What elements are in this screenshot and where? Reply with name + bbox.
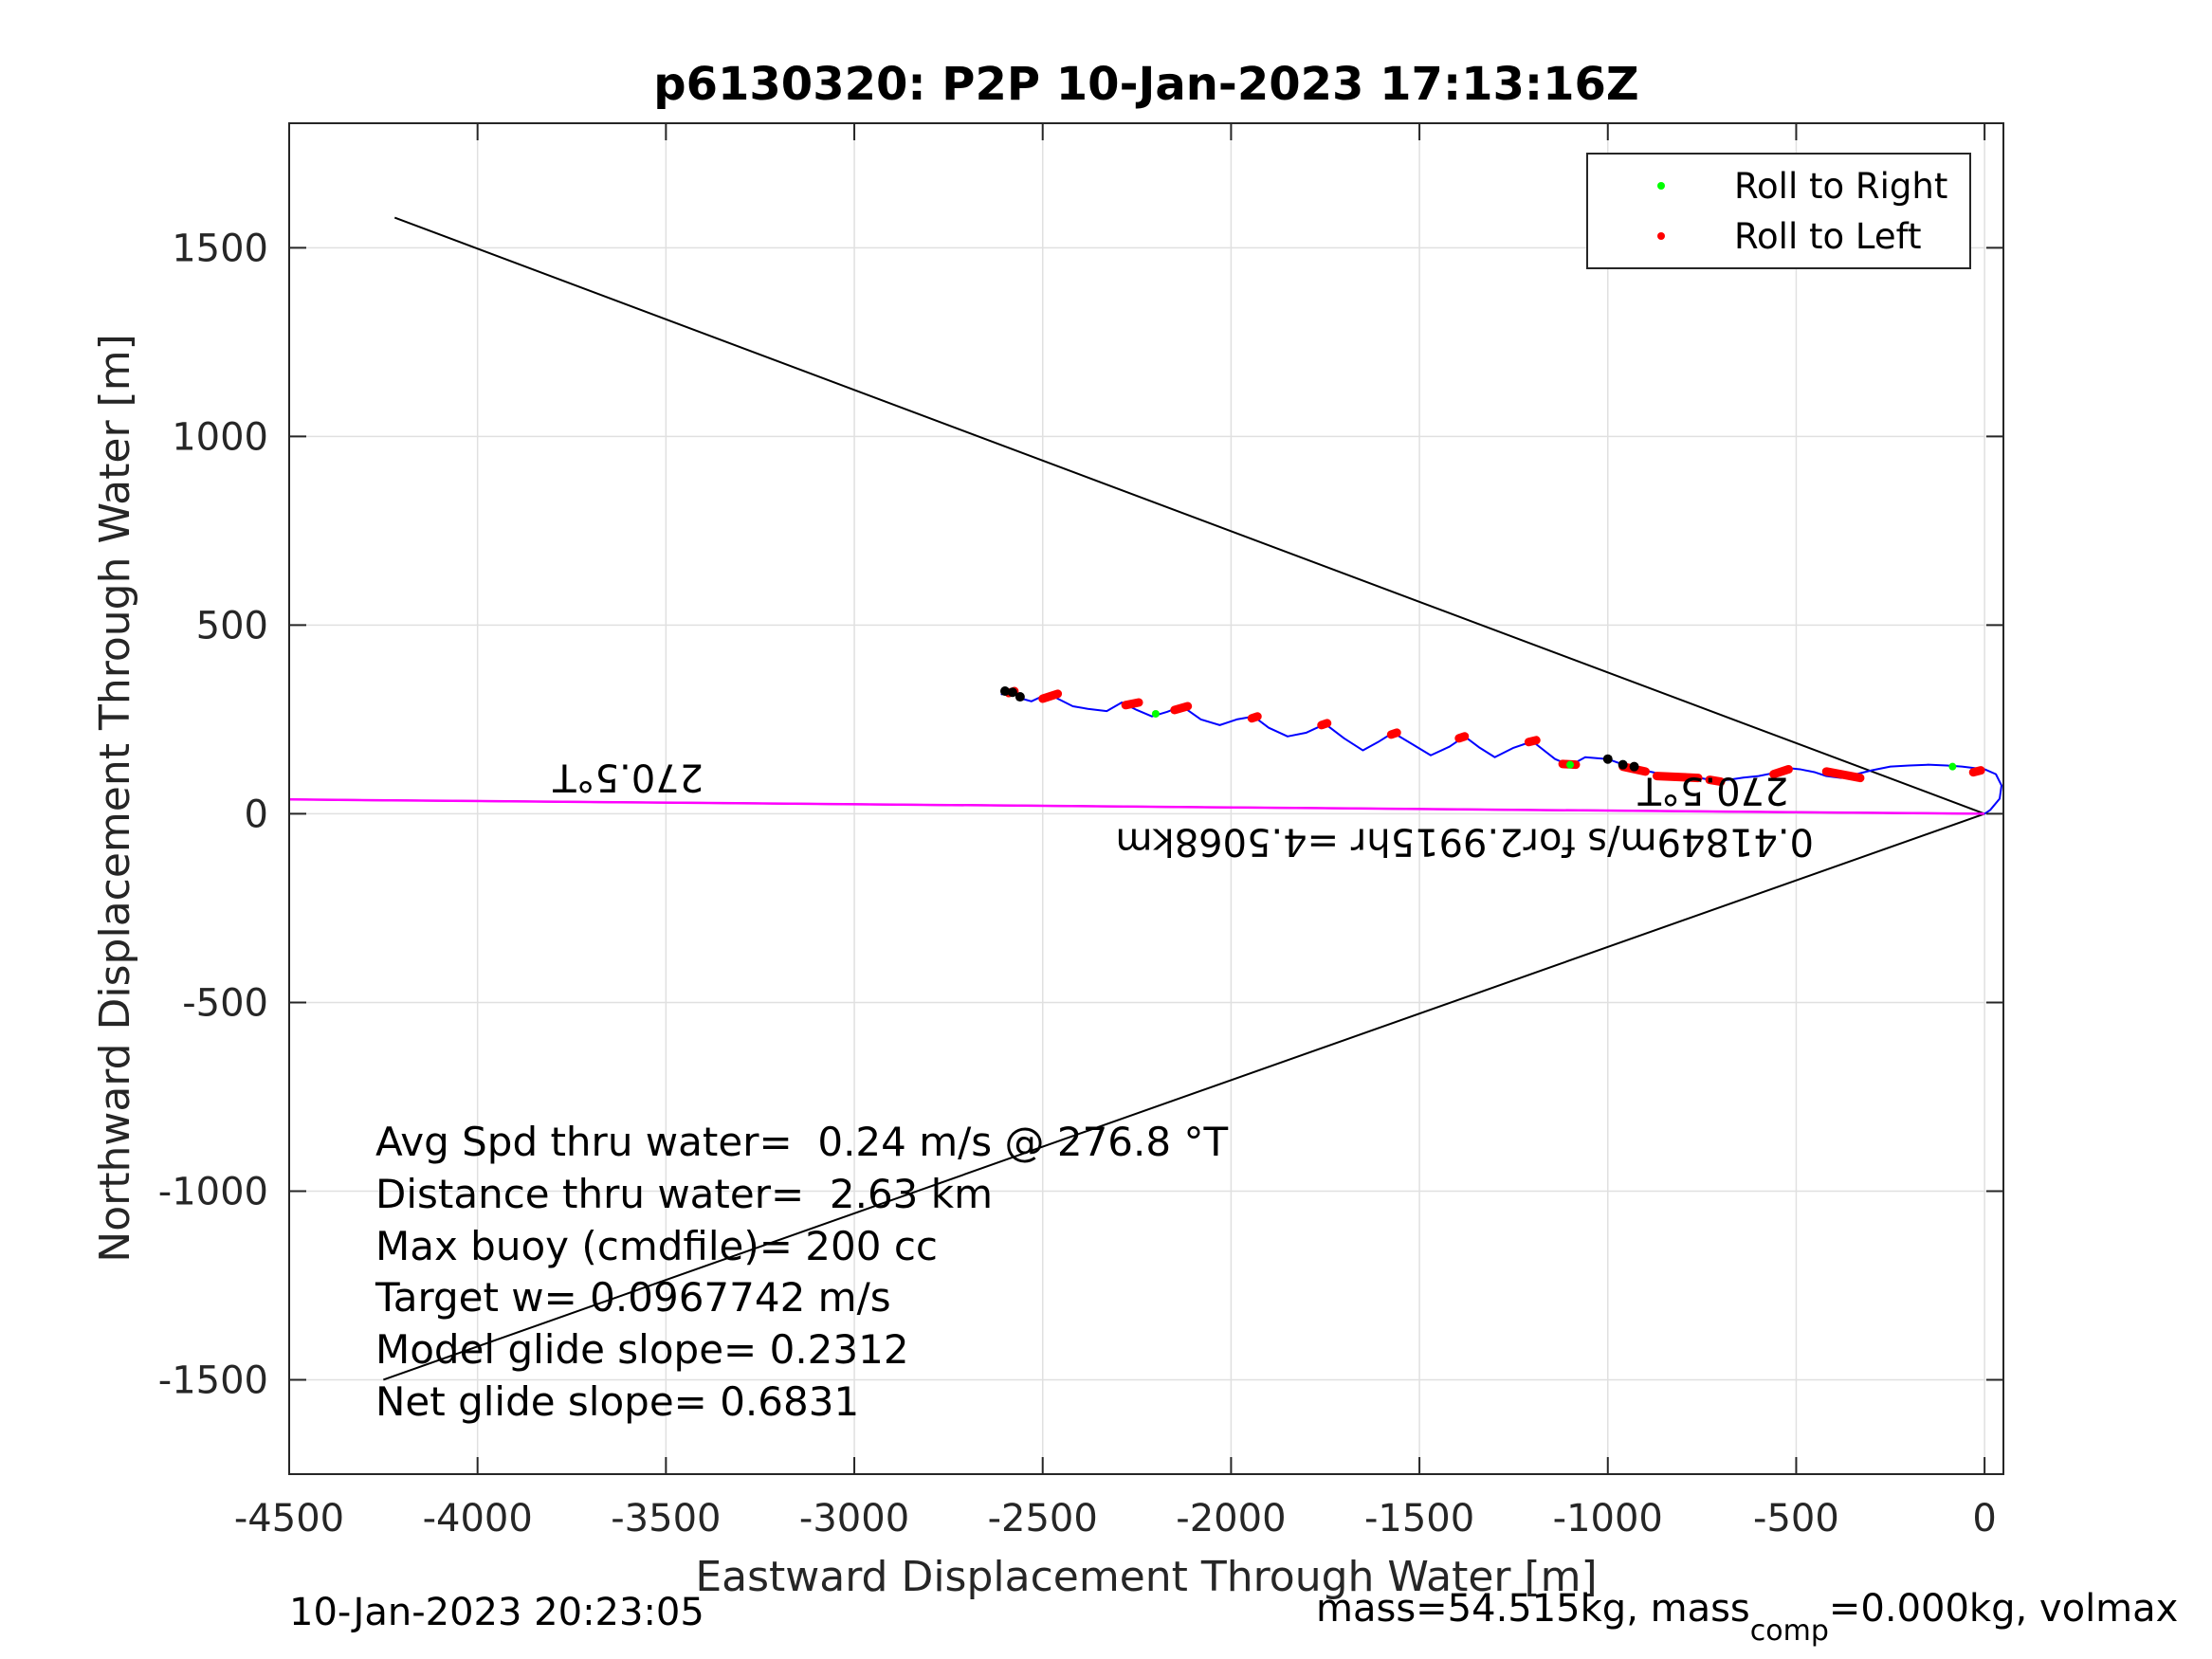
glider-track <box>1000 688 2003 815</box>
x-tick-label: -500 <box>1753 1497 1839 1540</box>
roll-left-marker <box>1705 775 1726 787</box>
roll-left-marker <box>1386 728 1401 739</box>
footer-mass: mass=54.515kg, masscomp=0.000kg, volmax <box>1316 1587 2178 1648</box>
y-tick-label: 500 <box>196 604 268 647</box>
black-marker <box>1015 692 1025 702</box>
plot-area-background <box>289 123 2003 1474</box>
heading-annotation: 270.5°T <box>553 756 704 799</box>
stats-block: Avg Spd thru water= 0.24 m/s @ 276.8 °T … <box>375 1119 1228 1425</box>
stat-net-glide-slope: Net glide slope= 0.6831 <box>375 1378 859 1425</box>
y-tick-label: -1000 <box>158 1170 268 1213</box>
roll-right-marker <box>1948 762 1957 771</box>
roll-left-marker <box>1317 719 1332 730</box>
roll-right-marker <box>1566 760 1575 769</box>
y-tick-label: 1500 <box>172 227 268 270</box>
track-line <box>1000 688 2003 815</box>
x-tick-label: -2500 <box>988 1497 1098 1540</box>
heading-line <box>288 798 1985 815</box>
roll-left-marker <box>1121 698 1143 710</box>
y-axis-label: Northward Displacement Through Water [m] <box>91 334 139 1262</box>
roll-left-marker <box>1454 732 1470 743</box>
black-marker <box>999 686 1010 697</box>
x-tick-label: -1500 <box>1364 1497 1474 1540</box>
footer-mass-rest: =0.000kg, volmax <box>1829 1587 2178 1631</box>
black-marker <box>1007 687 1017 698</box>
black-marker <box>1602 754 1613 764</box>
y-tick-label: 0 <box>245 793 268 836</box>
x-tick-label: -2000 <box>1176 1497 1286 1540</box>
x-tick-label: -4000 <box>423 1497 533 1540</box>
stat-model-glide-slope: Model glide slope= 0.2312 <box>375 1326 909 1373</box>
legend-box <box>1586 153 1971 269</box>
heading-line <box>393 216 1985 815</box>
roll-left-marker <box>1968 766 1985 777</box>
heading-annotation: 0.41849m/s for2.9915hr =4.5068km <box>1116 819 1814 863</box>
roll-left-marker <box>1038 689 1063 703</box>
roll-left-marker <box>1769 764 1794 779</box>
x-tick-label: -1000 <box>1553 1497 1663 1540</box>
x-tick-label: 0 <box>1972 1497 1996 1540</box>
stat-avg-speed: Avg Spd thru water= 0.24 m/s @ 276.8 °T <box>375 1119 1228 1165</box>
roll-right-marker <box>1151 709 1160 718</box>
x-axis-label: Eastward Displacement Through Water [m] <box>695 1553 1597 1601</box>
x-tick-label: -3000 <box>799 1497 909 1540</box>
x-tick-label: -4500 <box>234 1497 344 1540</box>
legend-label-roll-left: Roll to Left <box>1734 216 1922 257</box>
stat-target-w: Target w= 0.0967742 m/s <box>375 1274 891 1321</box>
heading-line <box>383 812 1985 1381</box>
legend-marker-roll-right <box>1657 182 1665 190</box>
roll-markers <box>999 686 1985 787</box>
footer-mass-sub: comp <box>1750 1614 1829 1648</box>
black-marker <box>1629 761 1639 772</box>
y-tick-label: -500 <box>182 981 268 1025</box>
legend-marker-roll-left <box>1657 232 1665 240</box>
y-tick-label: -1500 <box>158 1358 268 1402</box>
roll-left-marker <box>1821 767 1865 783</box>
ticks: -4500 -4000 -3500 -3000 -2500 -2000 -1500 -1000… <box>158 123 2003 1540</box>
stat-max-buoy: Max buoy (cmdfile)= 200 cc <box>375 1223 938 1269</box>
axes-box <box>288 122 2004 1475</box>
x-tick-label: -3500 <box>611 1497 721 1540</box>
legend-label-roll-right: Roll to Right <box>1734 166 1947 207</box>
roll-left-marker <box>1652 772 1703 783</box>
y-tick-label: 1000 <box>172 415 268 459</box>
legend: Roll to Right Roll to Left <box>1586 153 1971 269</box>
black-marker <box>1618 759 1628 770</box>
heading-annotations: 270.5°T 270.5°T 0.41849m/s for2.9915hr =4.… <box>553 756 1814 864</box>
roll-left-marker <box>1170 702 1193 715</box>
footer-timestamp: 10-Jan-2023 20:23:05 <box>289 1591 704 1634</box>
roll-left-marker <box>1247 712 1262 723</box>
chart-title: p6130320: P2P 10-Jan-2023 17:13:16Z <box>653 58 1638 111</box>
heading-annotation: 270.5°T <box>1637 769 1789 812</box>
roll-left-marker <box>1524 736 1541 747</box>
stat-distance: Distance thru water= 2.63 km <box>375 1171 993 1217</box>
heading-lines <box>288 216 1985 1381</box>
footer-mass-main: mass=54.515kg, mass <box>1316 1587 1750 1631</box>
